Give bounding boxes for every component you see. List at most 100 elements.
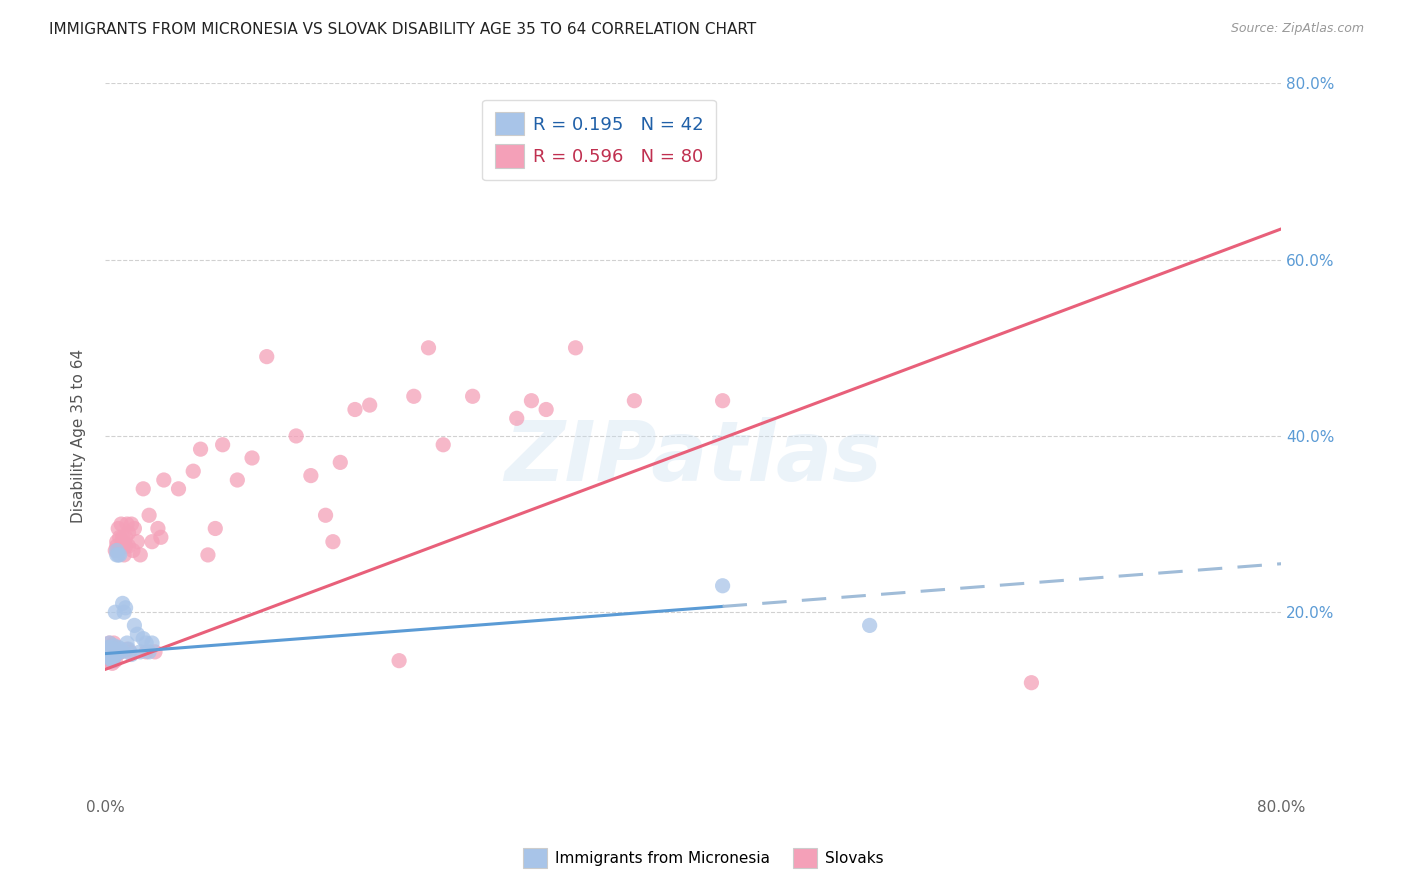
Point — [110, 517, 132, 532]
Point — [122, 543, 145, 558]
Point — [97, 645, 120, 659]
Point — [103, 636, 125, 650]
Point — [135, 636, 157, 650]
Point — [105, 645, 128, 659]
Point — [110, 642, 132, 657]
Point — [197, 548, 219, 562]
Point — [146, 521, 169, 535]
Point — [127, 534, 149, 549]
Point — [329, 455, 352, 469]
Y-axis label: Disability Age 35 to 64: Disability Age 35 to 64 — [72, 349, 86, 523]
Point — [107, 548, 129, 562]
Point — [127, 627, 149, 641]
Point — [96, 645, 118, 659]
Point — [101, 654, 124, 668]
Point — [111, 534, 134, 549]
Point — [101, 645, 124, 659]
Point — [100, 651, 122, 665]
Point — [149, 530, 172, 544]
Text: ZIPatlas: ZIPatlas — [505, 417, 882, 498]
Point — [114, 600, 136, 615]
Point — [112, 536, 135, 550]
Point — [101, 642, 124, 657]
Point — [240, 450, 263, 465]
Point — [115, 642, 138, 657]
Point — [107, 640, 129, 655]
Point — [100, 651, 122, 665]
Point — [104, 605, 127, 619]
Point — [103, 651, 125, 665]
Point — [100, 654, 122, 668]
Point — [103, 639, 125, 653]
Point — [285, 429, 308, 443]
Point — [101, 639, 124, 653]
Point — [101, 651, 124, 665]
Point — [343, 402, 366, 417]
Point — [564, 341, 586, 355]
Point — [256, 350, 278, 364]
Point — [141, 636, 163, 650]
Point — [103, 642, 125, 657]
Legend: R = 0.195   N = 42, R = 0.596   N = 80: R = 0.195 N = 42, R = 0.596 N = 80 — [482, 100, 716, 180]
Point — [432, 438, 454, 452]
Point — [100, 640, 122, 655]
Point — [359, 398, 381, 412]
Point — [108, 548, 131, 562]
Point — [105, 548, 128, 562]
Point — [107, 521, 129, 535]
Point — [107, 543, 129, 558]
Point — [98, 654, 121, 668]
Point — [138, 645, 160, 659]
Point — [114, 539, 136, 553]
Point — [132, 482, 155, 496]
Point — [104, 654, 127, 668]
Point — [322, 534, 344, 549]
Point — [105, 534, 128, 549]
Point — [112, 605, 135, 619]
Text: Source: ZipAtlas.com: Source: ZipAtlas.com — [1230, 22, 1364, 36]
Point — [138, 508, 160, 523]
Point — [96, 654, 118, 668]
Point — [402, 389, 425, 403]
Point — [124, 521, 146, 535]
Point — [506, 411, 529, 425]
Point — [98, 636, 121, 650]
Point — [108, 530, 131, 544]
Point — [129, 645, 152, 659]
Point — [98, 645, 121, 659]
Point — [105, 539, 128, 553]
Point — [98, 651, 121, 665]
Point — [101, 645, 124, 659]
Point — [115, 636, 138, 650]
Point — [104, 642, 127, 657]
Point — [117, 525, 139, 540]
Point — [143, 645, 166, 659]
Point — [97, 645, 120, 659]
Point — [104, 642, 127, 657]
Point — [103, 651, 125, 665]
Point — [204, 521, 226, 535]
Point — [711, 579, 734, 593]
Point — [100, 642, 122, 657]
Point — [100, 645, 122, 659]
Text: IMMIGRANTS FROM MICRONESIA VS SLOVAK DISABILITY AGE 35 TO 64 CORRELATION CHART: IMMIGRANTS FROM MICRONESIA VS SLOVAK DIS… — [49, 22, 756, 37]
Point — [108, 645, 131, 659]
Point — [132, 632, 155, 646]
Point — [315, 508, 337, 523]
Point — [711, 393, 734, 408]
Point — [124, 618, 146, 632]
Point — [111, 530, 134, 544]
Point — [135, 645, 157, 659]
Point — [118, 645, 141, 659]
Point — [97, 640, 120, 655]
Point — [105, 543, 128, 558]
Point — [859, 618, 882, 632]
Point — [97, 651, 120, 665]
Point — [461, 389, 484, 403]
Point — [388, 654, 411, 668]
Point — [120, 517, 142, 532]
Point — [623, 393, 645, 408]
Point — [110, 645, 132, 659]
Point — [117, 539, 139, 553]
Point — [190, 442, 212, 457]
